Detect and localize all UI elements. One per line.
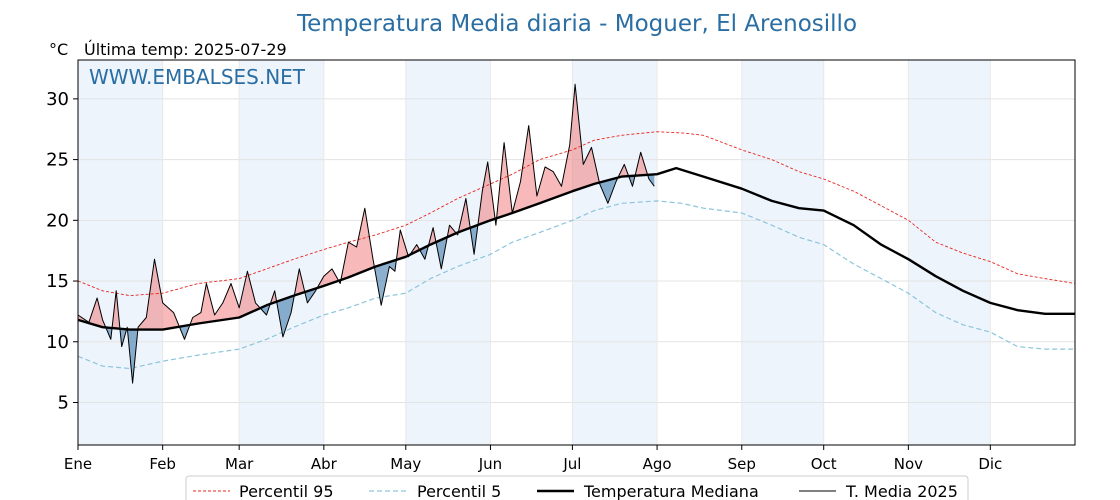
series-lines xyxy=(77,83,1076,384)
month-band-jul xyxy=(572,60,658,445)
y-tick-label: 25 xyxy=(46,150,69,171)
series-line-p95 xyxy=(77,131,1076,297)
fill-above-median xyxy=(478,162,495,225)
month-band-ene xyxy=(78,60,163,445)
anomaly-fill xyxy=(78,84,655,384)
x-axis: Ene Feb Mar Abr May Jun Jul Ago Sep Oct Nov Dic xyxy=(64,445,1002,473)
legend-label-p95: Percentil 95 xyxy=(239,482,334,500)
y-tick-label: 10 xyxy=(46,332,69,353)
legend-label-median: Temperatura Mediana xyxy=(583,482,759,500)
x-tick-label: Abr xyxy=(311,455,338,473)
month-shading xyxy=(78,60,991,445)
chart-title: Temperatura Media diaria - Moguer, El Ar… xyxy=(296,11,857,37)
fill-above-median xyxy=(618,164,629,178)
fill-above-median xyxy=(112,290,120,329)
x-tick-label: Ago xyxy=(643,455,672,473)
legend-label-current: T. Media 2025 xyxy=(845,482,958,500)
x-tick-label: Mar xyxy=(225,455,254,473)
x-tick-label: May xyxy=(390,455,421,473)
x-tick-label: Oct xyxy=(811,455,837,473)
fill-below-median xyxy=(127,329,138,384)
fill-below-median xyxy=(179,325,190,340)
x-tick-label: Nov xyxy=(894,455,923,473)
y-tick-label: 5 xyxy=(58,392,69,413)
unit-label: °C xyxy=(49,40,68,59)
fill-below-median xyxy=(470,225,478,255)
y-axis: 5 10 15 20 25 30 xyxy=(46,89,78,413)
y-tick-label: 30 xyxy=(46,89,69,110)
fill-above-median xyxy=(317,268,339,288)
fill-above-median xyxy=(497,84,600,219)
fill-below-median xyxy=(648,174,655,187)
x-tick-label: Dic xyxy=(978,455,1002,473)
y-tick-label: 20 xyxy=(46,210,69,231)
legend: Percentil 95 Percentil 5 Temperatura Med… xyxy=(185,475,969,500)
x-tick-label: Feb xyxy=(149,455,176,473)
fill-above-median xyxy=(341,208,375,280)
fill-below-median xyxy=(629,175,635,187)
last-temp-subtitle: Última temp: 2025-07-29 xyxy=(84,40,287,59)
fill-below-median xyxy=(599,177,618,204)
month-band-nov xyxy=(908,60,991,445)
fill-above-median xyxy=(409,244,420,255)
x-tick-label: Sep xyxy=(728,455,756,473)
fill-below-median xyxy=(120,328,127,347)
series-line-median xyxy=(77,166,1075,331)
fill-below-median xyxy=(260,304,270,316)
month-band-may xyxy=(405,60,491,445)
fill-above-median xyxy=(635,152,648,176)
legend-box xyxy=(185,475,969,500)
month-band-sep xyxy=(741,60,824,445)
x-tick-label: Jul xyxy=(562,455,581,473)
fill-below-median xyxy=(276,295,294,337)
series-line-p5 xyxy=(77,200,1075,370)
series-line-current xyxy=(77,83,655,384)
y-tick-label: 15 xyxy=(46,271,69,292)
fill-above-median xyxy=(138,259,180,330)
fill-above-median xyxy=(294,268,305,296)
watermark: WWW.EMBALSES.NET xyxy=(89,65,306,89)
x-tick-label: Ene xyxy=(64,455,92,473)
legend-label-p5: Percentil 5 xyxy=(417,482,501,500)
fill-above-median xyxy=(270,290,277,304)
plot-frame xyxy=(77,59,1076,446)
fill-below-median xyxy=(436,237,447,269)
month-band-mar xyxy=(239,60,324,445)
x-tick-label: Jun xyxy=(478,455,502,473)
fill-above-median xyxy=(428,227,436,246)
